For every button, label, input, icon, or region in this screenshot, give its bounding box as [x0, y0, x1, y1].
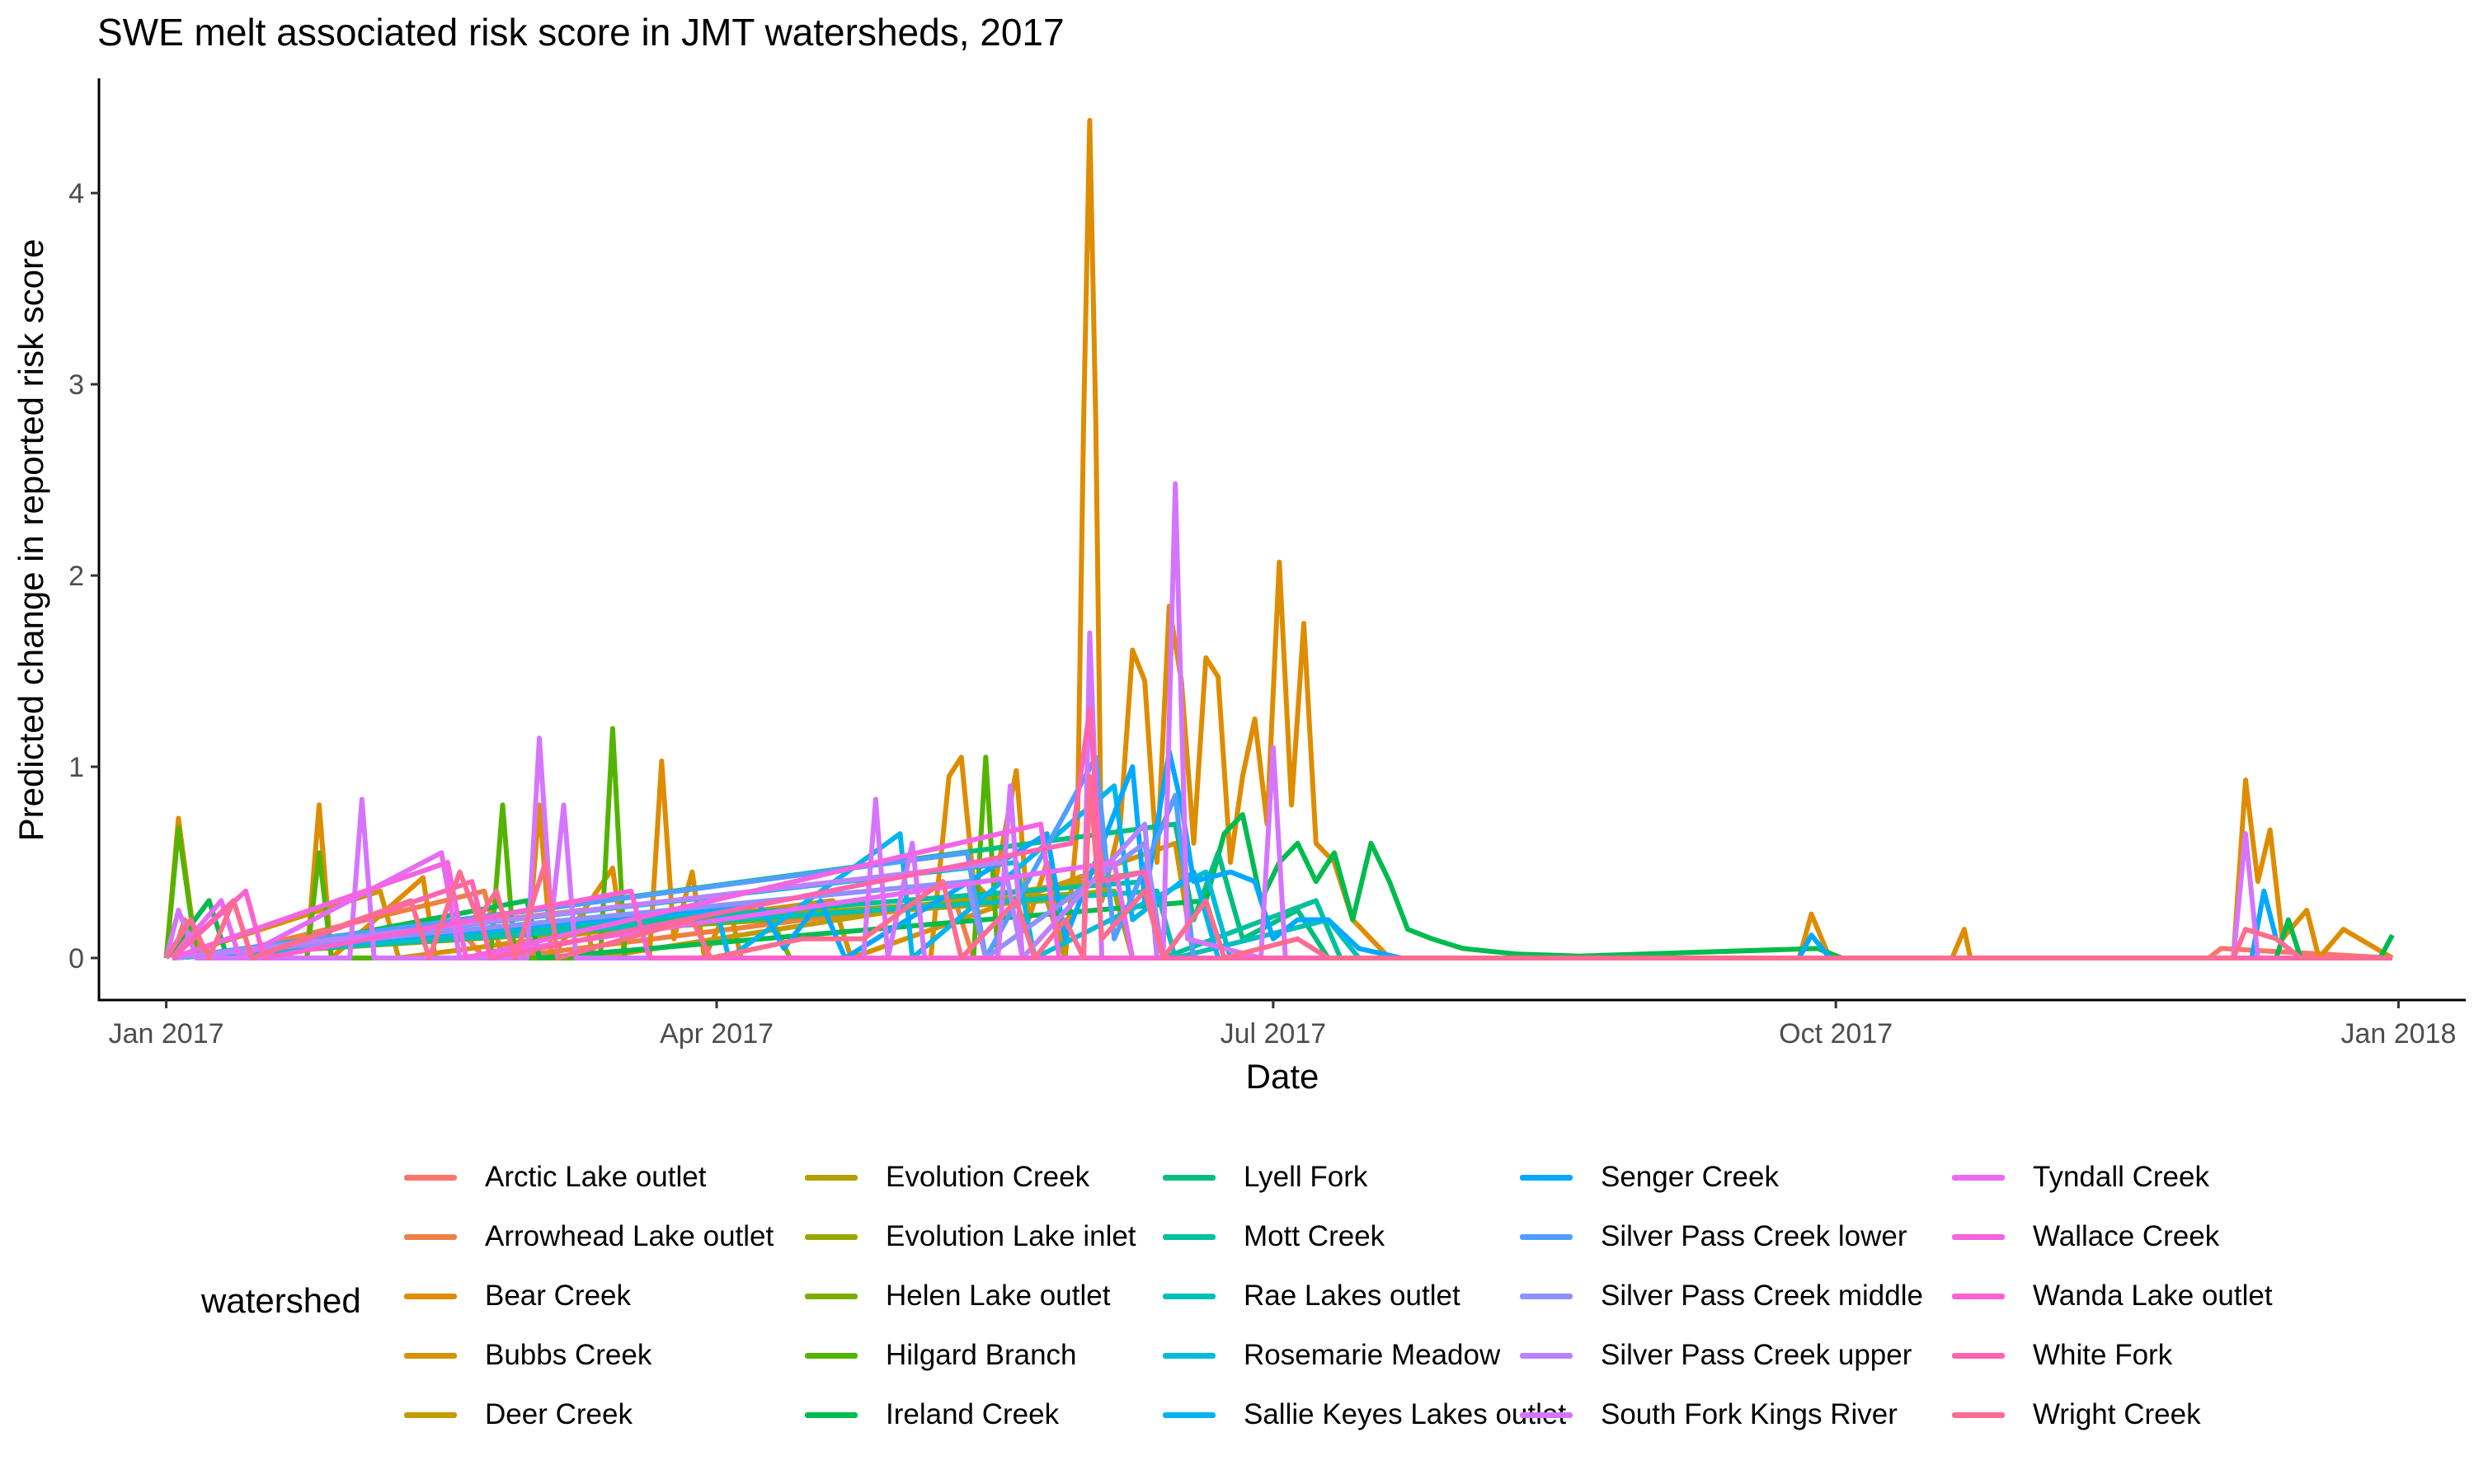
legend-item: Rae Lakes outlet: [1163, 1271, 1460, 1321]
x-tick-label: Jan 2018: [2340, 1018, 2456, 1050]
legend-item: Lyell Fork: [1163, 1153, 1367, 1202]
legend-label: Evolution Lake inlet: [886, 1220, 1136, 1252]
legend-label: Helen Lake outlet: [886, 1280, 1111, 1312]
legend-item: Senger Creek: [1520, 1153, 1779, 1202]
legend-key: [805, 1174, 858, 1181]
legend-item: Hilgard Branch: [805, 1331, 1077, 1380]
legend-key: [1520, 1233, 1573, 1240]
y-axis-label: Predicted change in reported risk score: [12, 239, 50, 842]
legend-label: Bubbs Creek: [485, 1339, 652, 1371]
legend-label: Wright Creek: [2033, 1398, 2201, 1430]
legend-key: [1163, 1411, 1216, 1418]
legend-label: Bear Creek: [485, 1280, 632, 1312]
legend-label: Arctic Lake outlet: [485, 1161, 707, 1193]
legend-key: [404, 1293, 457, 1299]
legend-label: Rae Lakes outlet: [1244, 1280, 1460, 1312]
legend-key: [404, 1233, 457, 1240]
legend-label: Lyell Fork: [1244, 1161, 1368, 1193]
x-tick-label: Apr 2017: [660, 1018, 774, 1050]
legend-key: [805, 1411, 858, 1418]
x-axis-label: Date: [1246, 1057, 1319, 1096]
legend-item: Arctic Lake outlet: [404, 1153, 706, 1202]
x-tick-label: Oct 2017: [1779, 1018, 1893, 1050]
legend-item: White Fork: [1952, 1331, 2172, 1380]
x-tick-label: Jan 2017: [109, 1018, 224, 1050]
legend-item: Wanda Lake outlet: [1952, 1271, 2273, 1321]
y-tick-label: 0: [68, 943, 84, 974]
legend-label: Wallace Creek: [2033, 1220, 2220, 1252]
legend-key: [1952, 1233, 2005, 1240]
y-tick-label: 2: [68, 561, 84, 592]
chart-title: SWE melt associated risk score in JMT wa…: [97, 11, 1065, 54]
legend-item: Silver Pass Creek upper: [1520, 1331, 1912, 1380]
legend-item: Bear Creek: [404, 1271, 631, 1321]
legend-label: Silver Pass Creek upper: [1601, 1339, 1912, 1371]
legend-item: Tyndall Creek: [1952, 1153, 2209, 1202]
legend-item: Silver Pass Creek middle: [1520, 1271, 1923, 1321]
legend-item: Deer Creek: [404, 1390, 633, 1439]
series-layer: [163, 118, 2395, 960]
legend-label: White Fork: [2033, 1339, 2173, 1371]
legend-key: [1163, 1233, 1216, 1240]
series-line-24: [164, 773, 2392, 960]
legend-label: Rosemarie Meadow: [1244, 1339, 1501, 1371]
legend-key: [1520, 1352, 1573, 1359]
legend-label: Mott Creek: [1244, 1220, 1385, 1252]
legend-item: Bubbs Creek: [404, 1331, 651, 1380]
legend-key: [805, 1293, 858, 1299]
legend-label: Wanda Lake outlet: [2033, 1280, 2273, 1312]
legend-label: Tyndall Creek: [2033, 1161, 2209, 1193]
legend-label: Ireland Creek: [886, 1398, 1060, 1430]
legend-item: Wright Creek: [1952, 1390, 2201, 1439]
legend-key: [1520, 1174, 1573, 1181]
legend-item: Evolution Lake inlet: [805, 1212, 1136, 1261]
legend-label: Silver Pass Creek middle: [1601, 1280, 1923, 1312]
legend-item: Arrowhead Lake outlet: [404, 1212, 774, 1261]
legend-item: Silver Pass Creek lower: [1520, 1212, 1907, 1261]
legend-label: Arrowhead Lake outlet: [485, 1220, 774, 1252]
legend-item: Evolution Creek: [805, 1153, 1089, 1202]
legend-label: Deer Creek: [485, 1398, 633, 1430]
legend-key: [1952, 1174, 2005, 1181]
legend-item: Wallace Creek: [1952, 1212, 2219, 1261]
legend-key: [1163, 1293, 1216, 1299]
legend-item: Mott Creek: [1163, 1212, 1385, 1261]
y-tick-label: 1: [68, 752, 84, 783]
legend-label: Silver Pass Creek lower: [1601, 1220, 1907, 1252]
legend-key: [1163, 1352, 1216, 1359]
legend-item: South Fork Kings River: [1520, 1390, 1898, 1439]
legend-title: watershed: [201, 1281, 361, 1320]
legend-label: Sallie Keyes Lakes outlet: [1244, 1398, 1567, 1430]
legend-key: [404, 1174, 457, 1181]
legend-label: South Fork Kings River: [1601, 1398, 1898, 1430]
legend-key: [1520, 1293, 1573, 1299]
legend-key: [1163, 1174, 1216, 1181]
y-tick-label: 3: [68, 369, 84, 401]
legend-item: Helen Lake outlet: [805, 1271, 1110, 1321]
y-tick-label: 4: [68, 178, 84, 209]
legend-key: [805, 1352, 858, 1359]
series-line-19: [163, 481, 2392, 960]
series-line-16: [172, 754, 2392, 960]
legend-key: [1952, 1293, 2005, 1299]
x-tick-label: Jul 2017: [1221, 1018, 1327, 1050]
legend-item: Rosemarie Meadow: [1163, 1331, 1500, 1380]
legend: watershed Arctic Lake outlet Arrowhead La…: [198, 1154, 2458, 1468]
legend-item: Ireland Creek: [805, 1390, 1059, 1439]
legend-key: [1520, 1411, 1573, 1418]
legend-key: [1952, 1411, 2005, 1418]
series-line-14: [172, 783, 2392, 960]
legend-label: Evolution Creek: [886, 1161, 1090, 1193]
y-axis-ticks: 0 1 2 3 4: [68, 178, 99, 974]
legend-key: [805, 1233, 858, 1240]
legend-key: [1952, 1352, 2005, 1359]
legend-label: Hilgard Branch: [886, 1339, 1077, 1371]
legend-key: [404, 1411, 457, 1418]
legend-label: Senger Creek: [1601, 1161, 1779, 1193]
x-axis-ticks: Jan 2017 Apr 2017 Jul 2017 Oct 2017 Jan 2018: [109, 1000, 2456, 1050]
legend-key: [404, 1352, 457, 1359]
legend-item: Sallie Keyes Lakes outlet: [1163, 1390, 1566, 1439]
